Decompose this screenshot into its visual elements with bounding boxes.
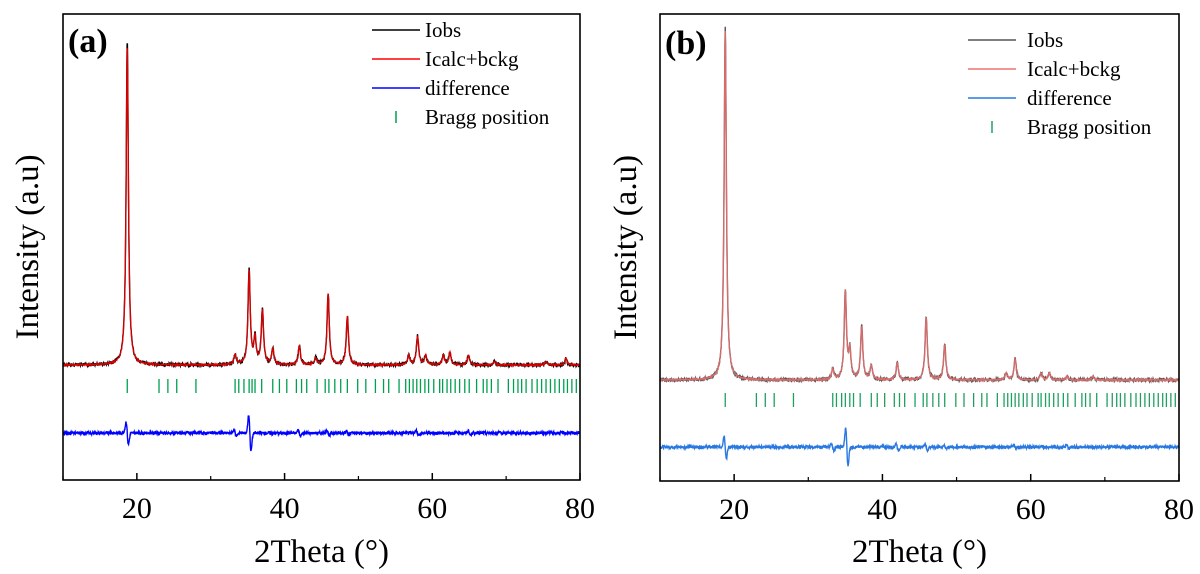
legend-label: Bragg position: [1027, 115, 1152, 139]
plot-group: 20 40 60 80 2Theta (°) Intensity (a.u) (a) Iobs…: [10, 13, 595, 570]
plot-frame: [62, 13, 581, 481]
x-tick-label: 80: [565, 492, 595, 525]
panel-label: (b): [665, 25, 707, 62]
legend-label: difference: [425, 76, 510, 100]
series-difference-line: [659, 427, 1180, 467]
x-axis-label: 2Theta (°): [852, 534, 987, 570]
x-tick-label: 20: [122, 492, 152, 525]
legend-label: Icalc+bckg: [425, 47, 519, 71]
xrd-chart-b: 20 40 60 80 2Theta (°) Intensity (a.u) (b) Iobs…: [600, 0, 1200, 574]
legend-label: Iobs: [1027, 28, 1063, 52]
legend: Iobs Icalc+bckg difference Bragg position: [968, 28, 1152, 139]
plot-frame: [659, 13, 1180, 482]
y-axis-label: Intensity (a.u): [608, 155, 644, 340]
plot-group: 20 40 60 80 2Theta (°) Intensity (a.u) (b) Iobs…: [608, 13, 1194, 570]
series-difference-line: [62, 415, 581, 452]
legend-label: difference: [1027, 86, 1112, 110]
xrd-chart-a: 20 40 60 80 2Theta (°) Intensity (a.u) (a) Iobs…: [10, 13, 595, 570]
legend-label: Bragg position: [425, 105, 550, 129]
legend-label: Icalc+bckg: [1027, 57, 1121, 81]
x-tick-label: 60: [417, 492, 447, 525]
legend: Iobs Icalc+bckg difference Bragg position: [372, 18, 550, 129]
x-tick-label: 80: [1164, 493, 1194, 526]
legend-label: Iobs: [425, 18, 461, 42]
xrd-chart-a-svg: 20 40 60 80 2Theta (°) Intensity (a.u) (a) Iobs…: [10, 13, 595, 570]
x-tick-label: 20: [719, 493, 749, 526]
series-icalc-line: [659, 31, 1180, 383]
panel-label: (a): [68, 23, 108, 60]
x-tick-label: 60: [1016, 493, 1046, 526]
y-axis-label: Intensity (a.u): [10, 154, 46, 339]
x-tick-label: 40: [270, 492, 300, 525]
xrd-chart-b-svg: 20 40 60 80 2Theta (°) Intensity (a.u) (b) Iobs…: [608, 13, 1194, 570]
x-axis-label: 2Theta (°): [254, 534, 389, 570]
series-icalc-line: [62, 48, 581, 368]
x-tick-label: 40: [867, 493, 897, 526]
